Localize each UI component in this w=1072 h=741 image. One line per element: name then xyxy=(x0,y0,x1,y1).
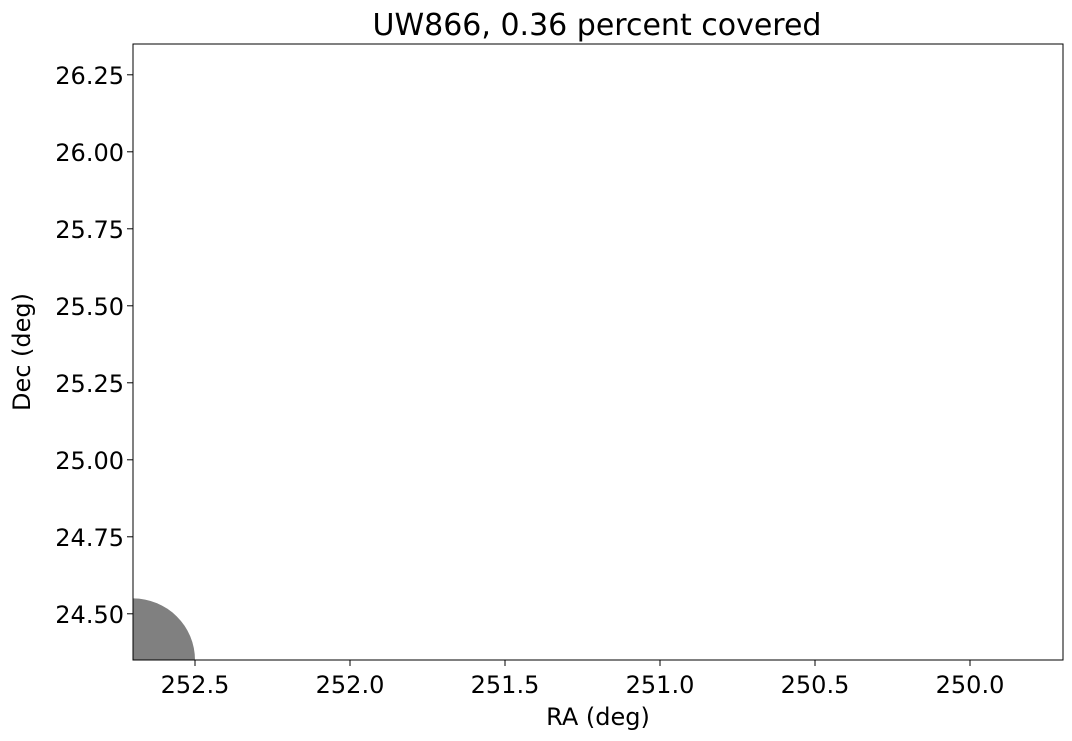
x-axis-label: RA (deg) xyxy=(546,703,650,731)
y-tick-label: 24.50 xyxy=(55,601,124,629)
x-tick-label: 251.5 xyxy=(471,671,540,699)
y-tick-label: 26.25 xyxy=(55,62,124,90)
plot-frame xyxy=(132,43,1064,661)
x-tick-label: 251.0 xyxy=(626,671,695,699)
y-tick-label: 25.50 xyxy=(55,293,124,321)
y-tick-label: 25.75 xyxy=(55,216,124,244)
x-tick-label: 250.5 xyxy=(781,671,850,699)
y-tick-label: 25.00 xyxy=(55,447,124,475)
x-tick-label: 252.5 xyxy=(161,671,230,699)
y-axis-label: Dec (deg) xyxy=(8,293,36,411)
y-axis: 24.50 24.75 25.00 25.25 25.50 25.75 26.00 26.25 xyxy=(55,62,133,629)
y-tick-label: 24.75 xyxy=(55,524,124,552)
y-tick-label: 26.00 xyxy=(55,139,124,167)
x-tick-label: 250.0 xyxy=(936,671,1005,699)
x-axis: 252.5 252.0 251.5 251.0 250.5 250.0 xyxy=(161,660,1005,699)
x-tick-label: 252.0 xyxy=(316,671,385,699)
coverage-circle xyxy=(133,598,195,660)
y-tick-label: 25.25 xyxy=(55,370,124,398)
chart-title: UW866, 0.36 percent covered xyxy=(373,8,822,43)
coverage-layer xyxy=(133,598,195,660)
